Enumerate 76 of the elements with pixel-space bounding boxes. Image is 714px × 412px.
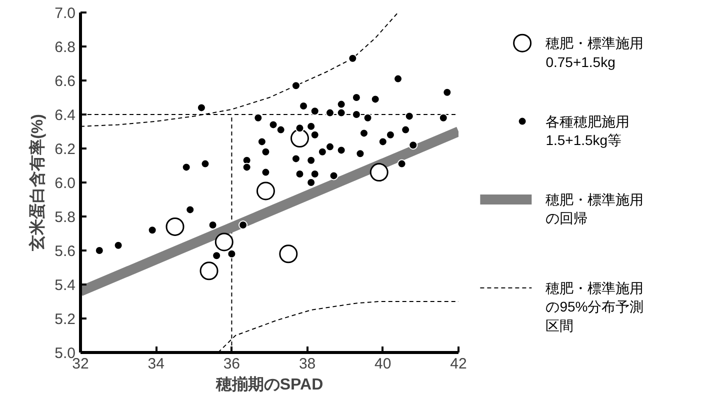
point [238, 220, 248, 230]
point [318, 147, 327, 156]
point [408, 140, 418, 150]
point [254, 113, 263, 122]
y-tick-label: 5.4 [54, 277, 76, 294]
point [442, 88, 452, 97]
point [276, 125, 286, 134]
point [348, 54, 358, 63]
point [370, 94, 380, 104]
legend-label: 各種穂肥施用 1.5+1.5kg等 [546, 113, 630, 148]
point [306, 178, 316, 187]
point [310, 130, 320, 140]
y-tick-label: 6.0 [54, 175, 76, 192]
point [336, 100, 346, 109]
point [336, 108, 346, 118]
y-tick-label: 6.4 [54, 107, 76, 124]
point [148, 226, 157, 235]
y-tick-label: 5.8 [54, 209, 76, 226]
point [200, 262, 218, 280]
point [261, 168, 270, 177]
point [196, 103, 206, 112]
point [306, 122, 316, 131]
x-axis-title: 穂揃期のSPAD [214, 376, 324, 394]
point [295, 124, 304, 133]
y-tick-label: 5.2 [54, 311, 76, 328]
x-tick-label: 38 [298, 356, 316, 372]
point [208, 220, 218, 230]
x-tick-label: 36 [223, 356, 240, 372]
point [360, 128, 368, 138]
point [378, 137, 388, 146]
x-tick-label: 34 [148, 356, 164, 372]
point [295, 170, 304, 178]
x-tick-label: 40 [374, 356, 392, 372]
point [257, 137, 266, 146]
point [256, 182, 275, 200]
point [310, 106, 320, 116]
point [438, 113, 448, 122]
point [404, 112, 414, 121]
point [352, 93, 361, 102]
legend-label: 穂肥・標準施用の95%分布予測区間 [546, 280, 644, 334]
point [386, 130, 395, 140]
point [401, 125, 410, 134]
point [363, 113, 372, 122]
point [291, 81, 300, 90]
point [212, 251, 222, 260]
point [352, 110, 361, 119]
y-tick-label: 6.2 [54, 141, 76, 158]
point [268, 120, 278, 130]
legend-label: 穂肥・標準施用 0.75+1.5kg [546, 35, 644, 70]
point [325, 108, 334, 118]
point [279, 244, 298, 264]
y-tick-label: 5.6 [54, 243, 76, 260]
point [166, 217, 184, 236]
point [114, 240, 123, 250]
point [306, 156, 316, 165]
point [242, 162, 252, 172]
point [329, 171, 338, 180]
point [370, 163, 388, 182]
x-tick-label: 42 [450, 356, 467, 372]
y-tick-label: 6.8 [54, 39, 76, 56]
y-tick-label: 6.6 [54, 73, 76, 90]
legend-label: 穂肥・標準施用の回帰 [546, 192, 644, 226]
point [94, 246, 104, 255]
point [336, 146, 346, 155]
point [186, 205, 195, 214]
point [200, 159, 210, 168]
point [227, 249, 236, 258]
point [310, 170, 320, 178]
point [291, 154, 300, 164]
point [182, 162, 191, 172]
point [214, 232, 234, 252]
point [356, 149, 365, 158]
y-tick-label: 7.0 [54, 5, 76, 22]
y-axis-title: 玄米蛋白含有率(%) [28, 114, 47, 252]
point [261, 147, 270, 156]
point [397, 159, 406, 168]
